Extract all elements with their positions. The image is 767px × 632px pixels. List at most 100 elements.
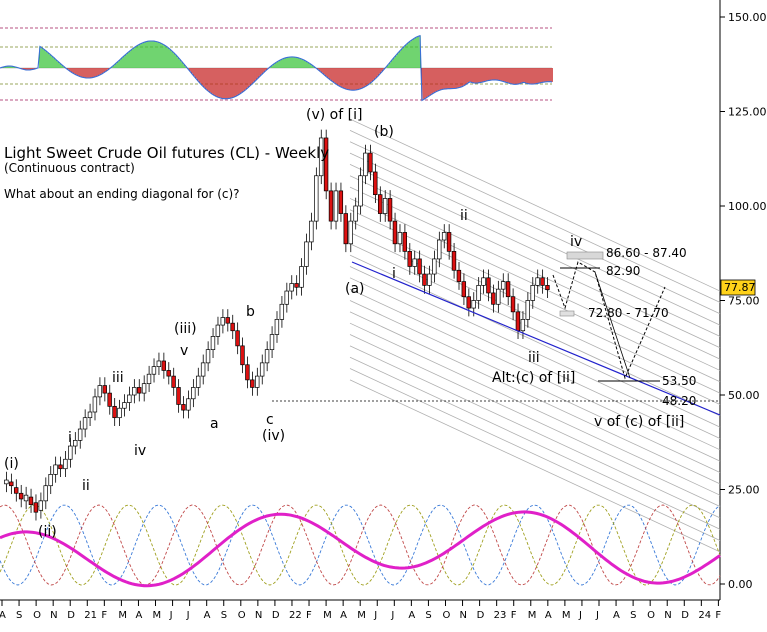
candle (259, 354, 265, 385)
candle-up (427, 273, 432, 286)
candle-up (63, 458, 68, 470)
wave-label: (b) (374, 124, 394, 140)
candle-up (132, 387, 137, 396)
candle (407, 243, 412, 275)
x-tick-label: J (578, 610, 582, 621)
candle-down (466, 296, 471, 309)
candle (525, 292, 530, 328)
candle-down (328, 190, 334, 222)
channel-line (349, 311, 721, 485)
channel-line (349, 164, 721, 337)
x-tick-label: M (118, 610, 127, 621)
x-tick-label: J (390, 610, 394, 621)
x-tick-label: F (306, 610, 312, 621)
chart-annotation: What about an ending diagonal for (c)? (4, 187, 240, 201)
channel-line (349, 198, 721, 371)
candle (87, 403, 93, 426)
y-tick-label: 25.00 (728, 484, 760, 497)
x-tick-label: 24 (698, 610, 711, 621)
wave-label: iii (112, 370, 124, 386)
cycle-main (0, 510, 721, 588)
candle-down (407, 251, 412, 267)
channel-line (349, 175, 721, 349)
candle-up (117, 407, 122, 419)
candle-down (250, 379, 255, 388)
candle-up (73, 440, 78, 447)
candle (195, 367, 201, 396)
x-tick-label: D (67, 610, 75, 621)
candle-up (210, 336, 216, 350)
y-tick-label: 100.00 (728, 200, 767, 213)
candle (215, 316, 221, 345)
candle-up (87, 411, 93, 419)
x-tick-label: F (715, 610, 721, 621)
candle (520, 311, 526, 340)
candle (427, 265, 432, 294)
candle-down (417, 258, 422, 275)
candle-up (437, 239, 442, 260)
wave-label: (iii) (174, 321, 197, 337)
candle-down (368, 152, 373, 173)
candle (63, 450, 68, 478)
channel-line (349, 300, 721, 473)
candle-up (191, 387, 196, 400)
candle-down (171, 375, 176, 388)
candle (338, 182, 344, 222)
channel-lines (349, 118, 721, 553)
y-tick-label: 150.00 (728, 11, 767, 24)
candle (274, 311, 280, 343)
wave-label: v of (c) of [ii] (594, 414, 684, 430)
candle-down (33, 502, 39, 513)
candle (141, 375, 147, 402)
wave-label: ii (460, 208, 468, 224)
candle-down (58, 464, 63, 470)
candle (540, 269, 545, 294)
x-tick-label: A (408, 610, 415, 621)
candle-up (215, 324, 221, 337)
candle-up (318, 137, 324, 177)
wave-label: ii (82, 478, 90, 494)
candle (68, 437, 73, 468)
candle (117, 399, 122, 426)
candle-up (269, 334, 275, 350)
wave-label: (ii) (38, 524, 57, 540)
candle-up (314, 175, 319, 222)
x-tick-label: N (460, 610, 467, 621)
candle (136, 379, 142, 402)
candle (314, 167, 319, 230)
candle (289, 275, 294, 300)
candle-up (220, 317, 226, 326)
oscillator-panel (0, 27, 553, 102)
candle (279, 295, 285, 328)
candle-up (348, 220, 353, 245)
x-tick-label: A (613, 610, 620, 621)
candle (48, 466, 53, 495)
candle-down (387, 198, 393, 222)
candle (225, 309, 230, 332)
x-tick-label: J (595, 610, 599, 621)
x-tick-label: F (101, 610, 107, 621)
candle (446, 224, 452, 260)
candle (318, 129, 324, 185)
candle (13, 479, 19, 502)
candle (220, 309, 226, 334)
candle (4, 471, 9, 493)
wave-label: (iv) (262, 428, 285, 444)
candle-up (289, 283, 294, 292)
candle-down (402, 232, 408, 252)
candle-up (48, 474, 53, 487)
candle-up (363, 152, 368, 177)
candle (73, 432, 78, 455)
candle-up (279, 303, 285, 320)
candle (176, 379, 181, 413)
osc-signal-line (0, 34, 553, 102)
wave-label: iii (528, 350, 540, 366)
candle (112, 398, 117, 426)
channel-line (349, 130, 721, 303)
candle (368, 144, 373, 181)
candle (486, 269, 491, 302)
candle-up (309, 220, 314, 243)
candle-up (535, 277, 540, 286)
